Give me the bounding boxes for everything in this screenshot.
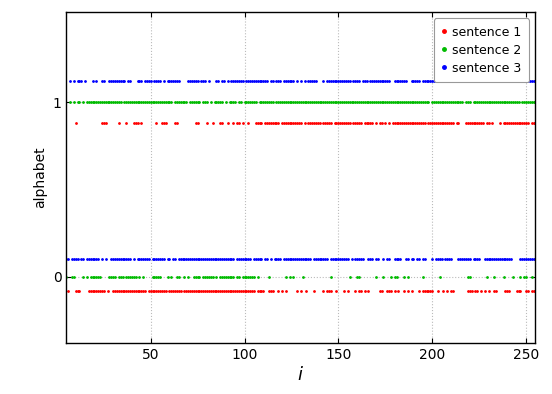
sentence 1 <box>530 288 537 293</box>
sentence 1 <box>104 288 111 293</box>
sentence 2 <box>219 274 225 279</box>
sentence 1 <box>129 288 135 293</box>
Line: sentence 3: sentence 3 <box>55 258 535 260</box>
sentence 2 <box>106 274 113 279</box>
X-axis label: $i$: $i$ <box>298 366 304 384</box>
sentence 2 <box>57 274 64 279</box>
sentence 2 <box>140 274 146 279</box>
sentence 2 <box>209 274 216 279</box>
sentence 2 <box>466 274 473 279</box>
sentence 2 <box>528 274 535 279</box>
sentence 3 <box>277 257 284 262</box>
sentence 1 <box>333 288 340 293</box>
Y-axis label: alphabet: alphabet <box>33 147 47 208</box>
sentence 3 <box>290 257 296 262</box>
sentence 1 <box>485 288 492 293</box>
Legend: sentence 1, sentence 2, sentence 3: sentence 1, sentence 2, sentence 3 <box>434 18 529 82</box>
sentence 3 <box>530 257 537 262</box>
sentence 1 <box>190 288 197 293</box>
sentence 2 <box>194 274 201 279</box>
sentence 3 <box>322 257 328 262</box>
Line: sentence 1: sentence 1 <box>59 289 535 292</box>
sentence 3 <box>54 257 60 262</box>
sentence 1 <box>57 288 64 293</box>
sentence 1 <box>243 288 250 293</box>
Line: sentence 2: sentence 2 <box>59 275 533 278</box>
sentence 3 <box>177 257 184 262</box>
sentence 3 <box>446 257 453 262</box>
sentence 3 <box>521 257 528 262</box>
